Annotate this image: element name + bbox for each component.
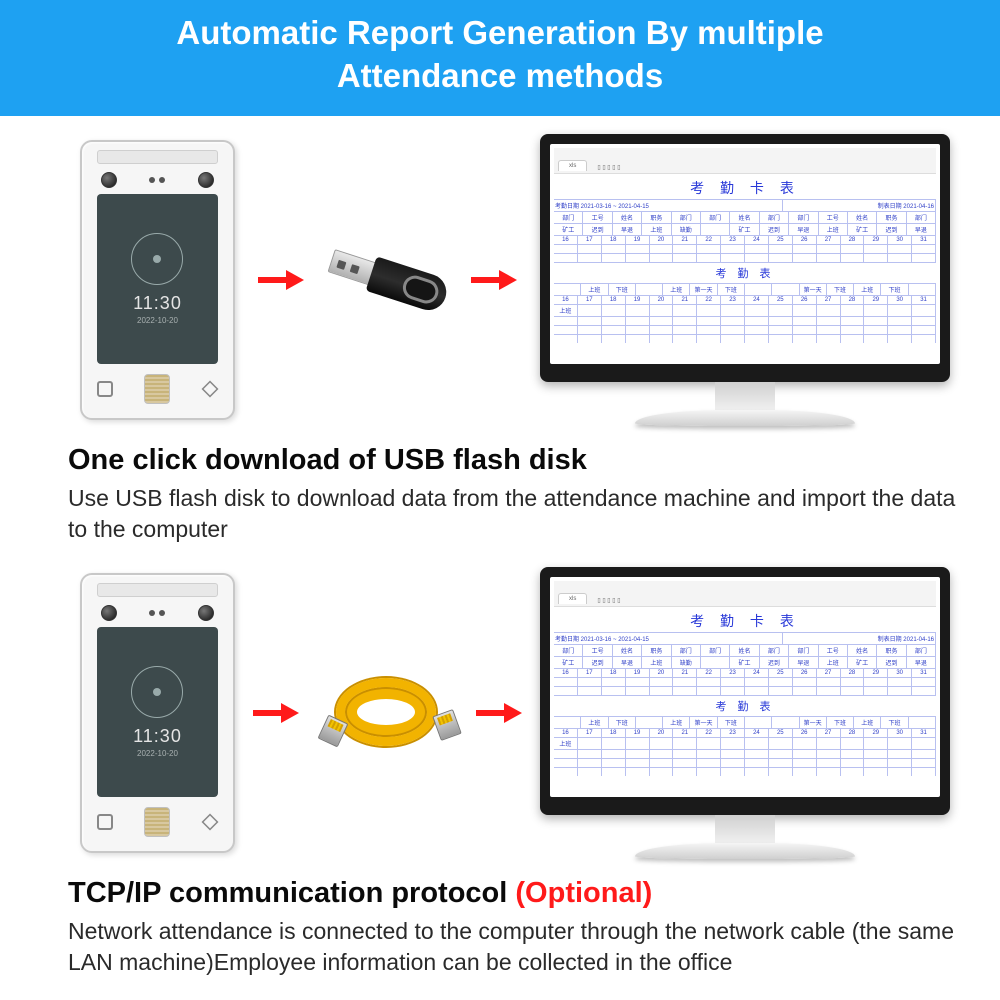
menu-icon (97, 381, 113, 397)
caption-usb: One click download of USB flash disk Use… (0, 436, 1000, 549)
device-time: 11:30 (133, 293, 182, 314)
device-screen: 11:30 2022-10-20 (97, 194, 218, 364)
usb-drive-icon (323, 237, 453, 322)
ethernet-cable-icon (318, 668, 458, 758)
section2-body: Network attendance is connected to the c… (68, 916, 960, 978)
computer-monitor: xls▯ ▯ ▯ ▯ ▯ 考 勤 卡 表 考勤日期 2021-03-16 ~ 2… (540, 567, 950, 859)
section1-title: One click download of USB flash disk (68, 444, 960, 477)
arrow-icon (476, 703, 522, 723)
attendance-device: 11:30 2022-10-20 (80, 140, 235, 420)
spreadsheet-screen: xls▯ ▯ ▯ ▯ ▯ 考 勤 卡 表 考勤日期 2021-03-16 ~ 2… (550, 144, 940, 364)
section-usb: 11:30 2022-10-20 xls▯ ▯ ▯ ▯ ▯ 考 勤 卡 表 (0, 116, 1000, 436)
section1-body: Use USB flash disk to download data from… (68, 483, 960, 545)
header-line2: Attendance methods (337, 57, 663, 94)
home-icon (201, 380, 218, 397)
camera-icon (101, 172, 117, 188)
device-date: 2022-10-20 (137, 316, 178, 325)
arrow-icon (258, 270, 304, 290)
diagram-usb: 11:30 2022-10-20 xls▯ ▯ ▯ ▯ ▯ 考 勤 卡 表 (40, 134, 960, 436)
fingerprint-icon (144, 374, 170, 404)
arrow-icon (253, 703, 299, 723)
caption-tcpip: TCP/IP communication protocol (Optional)… (0, 869, 1000, 982)
device-speaker (97, 150, 218, 164)
optional-label: (Optional) (515, 877, 652, 909)
computer-monitor: xls▯ ▯ ▯ ▯ ▯ 考 勤 卡 表 考勤日期 2021-03-16 ~ 2… (540, 134, 950, 426)
spreadsheet-title: 考 勤 卡 表 (554, 174, 936, 199)
arrow-icon (471, 270, 517, 290)
diagram-tcpip: 11:30 2022-10-20 xls▯ ▯ ▯ ▯ ▯ 考 勤 卡 表 考勤… (40, 567, 960, 869)
attendance-device: 11:30 2022-10-20 (80, 573, 235, 853)
header-line1: Automatic Report Generation By multiple (176, 14, 823, 51)
section2-title: TCP/IP communication protocol (Optional) (68, 877, 960, 910)
section-tcpip: 11:30 2022-10-20 xls▯ ▯ ▯ ▯ ▯ 考 勤 卡 表 考勤… (0, 549, 1000, 869)
camera-icon (198, 172, 214, 188)
header-banner: Automatic Report Generation By multiple … (0, 0, 1000, 116)
